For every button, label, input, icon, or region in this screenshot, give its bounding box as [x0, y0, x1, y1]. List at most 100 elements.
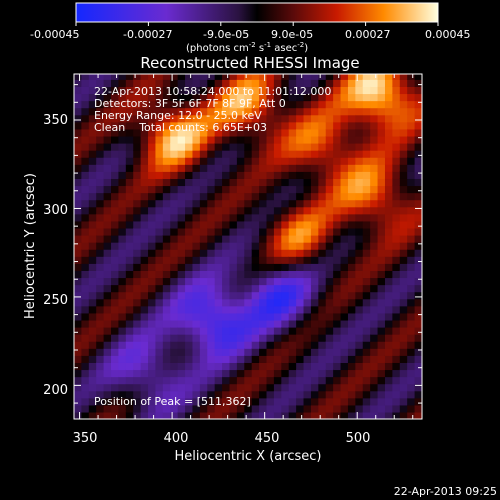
- heatmap-cell: [288, 411, 297, 419]
- heatmap-cell: [244, 319, 253, 328]
- heatmap-cell: [407, 291, 416, 300]
- heatmap-cell: [296, 107, 305, 116]
- heatmap-cell: [185, 100, 194, 109]
- heatmap-cell: [281, 362, 290, 371]
- heatmap-cell: [81, 121, 90, 130]
- heatmap-cell: [273, 376, 282, 385]
- heatmap-cell: [133, 376, 142, 385]
- heatmap-cell: [244, 227, 253, 236]
- heatmap-cell: [222, 355, 231, 363]
- heatmap-cell: [325, 235, 334, 243]
- heatmap-cell: [103, 277, 112, 286]
- heatmap-cell: [96, 192, 105, 201]
- heatmap-cell: [414, 114, 422, 123]
- heatmap-cell: [318, 319, 327, 328]
- heatmap-cell: [407, 312, 416, 321]
- heatmap-cell: [133, 121, 142, 130]
- heatmap-cell: [81, 397, 90, 406]
- heatmap-cell: [207, 93, 216, 102]
- heatmap-cell: [333, 143, 342, 151]
- heatmap-cell: [177, 192, 186, 201]
- heatmap-cell: [236, 199, 245, 208]
- heatmap-cell: [266, 79, 275, 87]
- heatmap-cell: [155, 74, 164, 80]
- heatmap-cell: [347, 270, 356, 279]
- heatmap-cell: [355, 249, 364, 257]
- heatmap-cell: [340, 213, 349, 222]
- heatmap-cell: [244, 284, 253, 293]
- heatmap-cell: [74, 235, 82, 243]
- heatmap-cell: [88, 298, 97, 307]
- heatmap-cell: [266, 411, 275, 419]
- heatmap-cell: [148, 411, 157, 419]
- colorbar: [75, 2, 439, 23]
- heatmap-cell: [74, 100, 82, 109]
- heatmap-cell: [273, 369, 282, 378]
- colorbar-tick-label: -9.0e-05: [203, 28, 249, 41]
- heatmap-cell: [88, 319, 97, 328]
- heatmap-cell: [333, 74, 342, 80]
- heatmap-cell: [340, 114, 349, 123]
- heatmap-cell: [111, 164, 120, 172]
- heatmap-cell: [377, 348, 386, 356]
- heatmap-cell: [214, 199, 223, 208]
- heatmap-cell: [88, 100, 97, 109]
- heatmap-cell: [259, 390, 268, 399]
- heatmap-cell: [384, 86, 393, 95]
- heatmap-cell: [296, 355, 305, 363]
- heatmap-cell: [259, 249, 268, 257]
- heatmap-cell: [399, 74, 408, 80]
- heatmap-cell: [325, 150, 334, 158]
- heatmap-cell: [148, 390, 157, 399]
- heatmap-cell: [340, 79, 349, 87]
- heatmap-cell: [199, 185, 208, 194]
- heatmap-cell: [222, 100, 231, 109]
- heatmap-cell: [214, 86, 223, 95]
- heatmap-cell: [340, 164, 349, 172]
- heatmap-cell: [229, 256, 238, 264]
- heatmap-cell: [111, 305, 120, 314]
- heatmap-cell: [310, 242, 319, 250]
- heatmap-cell: [310, 74, 319, 80]
- heatmap-cell: [377, 249, 386, 257]
- heatmap-cell: [192, 284, 201, 293]
- heatmap-cell: [229, 284, 238, 293]
- heatmap-cell: [384, 312, 393, 321]
- heatmap-cell: [281, 100, 290, 109]
- heatmap-cell: [377, 404, 386, 413]
- heatmap-cell: [340, 334, 349, 342]
- heatmap-cell: [125, 171, 134, 179]
- heatmap-cell: [399, 319, 408, 328]
- heatmap-cell: [347, 128, 356, 137]
- heatmap-cell: [310, 213, 319, 222]
- heatmap-cell: [347, 199, 356, 208]
- heatmap-cell: [229, 178, 238, 187]
- heatmap-cell: [251, 249, 260, 257]
- heatmap-cell: [155, 164, 164, 172]
- heatmap-cell: [199, 74, 208, 80]
- heatmap-cell: [148, 369, 157, 378]
- heatmap-cell: [170, 143, 179, 151]
- heatmap-cell: [214, 242, 223, 250]
- heatmap-cell: [192, 86, 201, 95]
- heatmap-cell: [125, 383, 134, 392]
- heatmap-cell: [222, 319, 231, 328]
- heatmap-cell: [310, 277, 319, 286]
- heatmap-cell: [340, 291, 349, 300]
- heatmap-cell: [229, 383, 238, 392]
- heatmap-cell: [236, 312, 245, 321]
- heatmap-cell: [155, 227, 164, 236]
- heatmap-cell: [81, 312, 90, 321]
- heatmap-cell: [199, 376, 208, 385]
- heatmap-cell: [170, 362, 179, 371]
- heatmap-cell: [340, 277, 349, 286]
- heatmap-cell: [288, 270, 297, 279]
- heatmap-cell: [148, 143, 157, 151]
- heatmap-cell: [88, 348, 97, 356]
- heatmap-cell: [399, 178, 408, 187]
- heatmap-cell: [170, 277, 179, 286]
- heatmap-cell: [140, 86, 149, 95]
- heatmap-cell: [347, 135, 356, 144]
- heatmap-cell: [273, 270, 282, 279]
- heatmap-cell: [177, 74, 186, 80]
